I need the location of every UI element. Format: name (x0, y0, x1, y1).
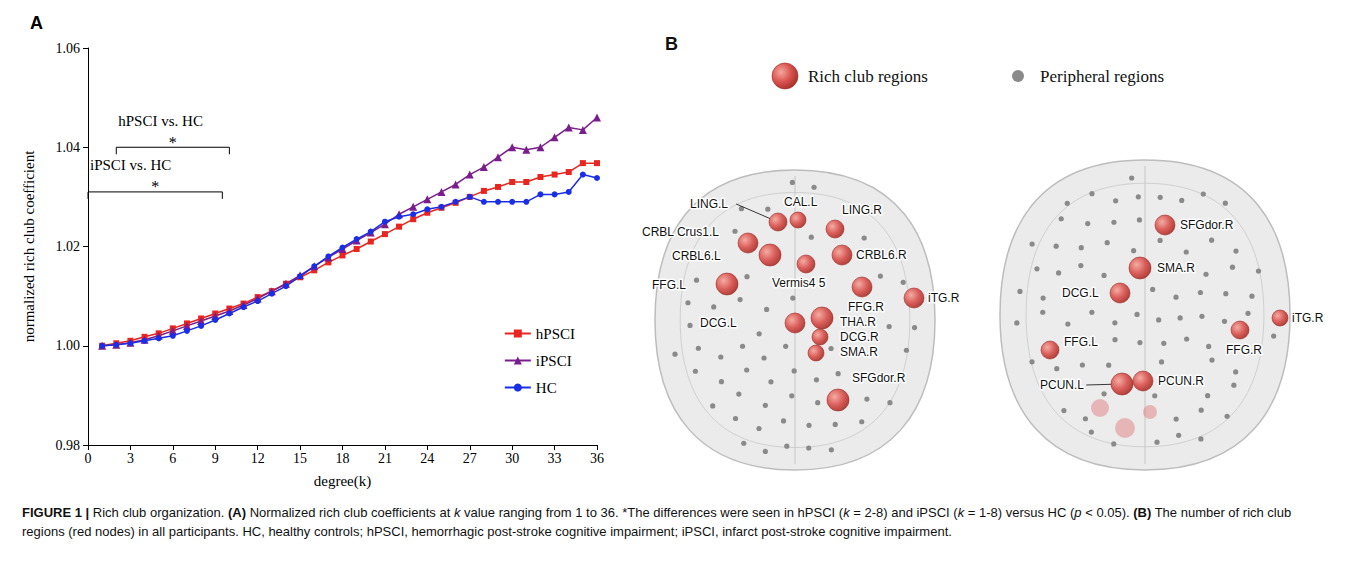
svg-text:hPSCI vs. HC: hPSCI vs. HC (118, 113, 203, 129)
svg-text:DCG.L: DCG.L (700, 316, 737, 330)
svg-text:1.02: 1.02 (56, 239, 81, 254)
svg-text:SMA.R: SMA.R (840, 345, 878, 359)
svg-text:*: * (151, 178, 159, 195)
svg-text:18: 18 (336, 451, 350, 466)
svg-text:21: 21 (378, 451, 392, 466)
svg-text:*: * (169, 134, 177, 151)
svg-text:iTG.R: iTG.R (1292, 311, 1324, 325)
svg-text:iPSCI vs. HC: iPSCI vs. HC (90, 157, 171, 173)
svg-text:CRBL Crus1.L: CRBL Crus1.L (642, 225, 719, 239)
svg-text:PCUN.L: PCUN.L (1040, 378, 1084, 392)
svg-text:24: 24 (420, 451, 434, 466)
svg-text:iPSCI: iPSCI (536, 353, 572, 369)
svg-text:HC: HC (536, 380, 557, 396)
svg-text:1.06: 1.06 (56, 41, 81, 56)
svg-text:12: 12 (251, 451, 265, 466)
svg-text:LING.L: LING.L (690, 197, 728, 211)
svg-text:3: 3 (127, 451, 134, 466)
svg-text:1.00: 1.00 (56, 338, 81, 353)
svg-text:9: 9 (212, 451, 219, 466)
svg-text:B: B (665, 34, 678, 54)
svg-text:A: A (30, 13, 43, 33)
svg-text:SFGdor.R: SFGdor.R (852, 371, 906, 385)
svg-text:normalized rich club coefficie: normalized rich club coefficient (21, 150, 37, 343)
svg-text:CRBL6.R: CRBL6.R (856, 248, 907, 262)
svg-text:FFG.R: FFG.R (1226, 343, 1262, 357)
svg-text:hPSCI: hPSCI (536, 326, 575, 342)
svg-text:27: 27 (463, 451, 477, 466)
svg-text:6: 6 (169, 451, 176, 466)
svg-text:FFG.R: FFG.R (848, 300, 884, 314)
svg-text:CRBL6.L: CRBL6.L (672, 249, 721, 263)
svg-text:1.04: 1.04 (56, 140, 81, 155)
svg-text:33: 33 (548, 451, 562, 466)
svg-text:0: 0 (85, 451, 92, 466)
svg-text:CAL.L: CAL.L (784, 195, 818, 209)
svg-text:Vermis4 5: Vermis4 5 (772, 276, 826, 290)
svg-text:iTG.R: iTG.R (928, 291, 960, 305)
svg-text:36: 36 (590, 451, 604, 466)
html-text:FIGURE 1 | Rich club organizat: FIGURE 1 | Rich club organization. (A) N… (22, 505, 1292, 539)
svg-text:15: 15 (293, 451, 307, 466)
svg-text:LING.R: LING.R (842, 203, 882, 217)
svg-text:PCUN.R: PCUN.R (1158, 374, 1204, 388)
svg-text:30: 30 (505, 451, 519, 466)
svg-text:SFGdor.R: SFGdor.R (1180, 218, 1234, 232)
svg-text:DCG.L: DCG.L (1062, 286, 1099, 300)
svg-text:DCG.R: DCG.R (840, 330, 879, 344)
svg-text:Rich club regions: Rich club regions (808, 67, 928, 86)
svg-text:Peripheral regions: Peripheral regions (1040, 67, 1164, 86)
svg-text:FFG.L: FFG.L (1064, 335, 1098, 349)
svg-text:THA.R: THA.R (840, 315, 876, 329)
svg-text:degree(k): degree(k) (314, 473, 371, 490)
svg-text:SMA.R: SMA.R (1157, 261, 1195, 275)
svg-text:0.98: 0.98 (56, 438, 81, 453)
svg-text:FFG.L: FFG.L (652, 278, 686, 292)
